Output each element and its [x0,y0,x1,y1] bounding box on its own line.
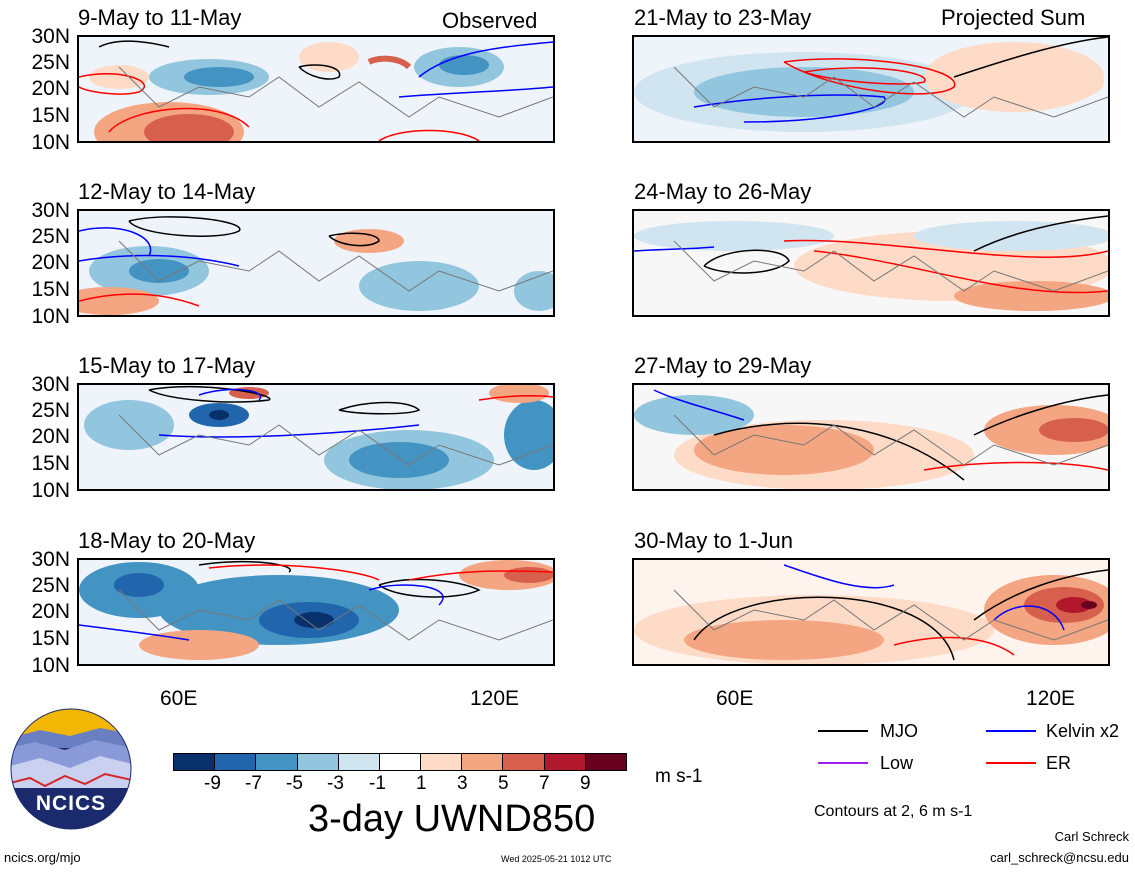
map-panel [77,209,555,317]
colorbar-units: m s-1 [655,766,703,787]
lat-label: 30N [31,373,70,396]
legend-line-er [986,762,1036,764]
lat-label: 20N [31,77,70,100]
colorbar-swatch [296,753,339,771]
colorbar-tick: -9 [204,773,221,794]
colorbar-swatch [543,753,586,771]
lat-label: 20N [31,600,70,623]
legend-label: ER [1046,753,1072,773]
lat-label: 10N [31,305,70,328]
colorbar-swatch [461,753,504,771]
panel-date: 27-May to 29-May [634,353,812,378]
ncics-logo-icon [10,708,132,830]
panel-date: 18-May to 20-May [78,528,256,553]
lat-label: 30N [31,199,70,222]
panel-label: Observed [442,8,538,33]
lon-label: 120E [1026,687,1076,710]
legend-label: Kelvin x2 [1046,721,1120,741]
footer-url[interactable]: ncics.org/mjo [4,850,81,865]
map-panel [632,558,1110,666]
colorbar-tick: 1 [416,773,427,794]
colorbar-tick: 5 [498,773,509,794]
colorbar-tick: 3 [457,773,468,794]
colorbar-swatch [255,753,298,771]
footer-timestamp: Wed 2025-05-21 1012 UTC [501,854,612,864]
colorbar-tick: -7 [245,773,262,794]
lat-label: 10N [31,654,70,677]
lat-label: 30N [31,548,70,571]
colorbar-tick: -1 [369,773,386,794]
lat-label: 30N [31,25,70,48]
footer-author: Carl Schreck [1054,829,1129,844]
legend-note: Contours at 2, 6 m s-1 [814,803,973,820]
footer-email[interactable]: carl_schreck@ncsu.edu [990,850,1129,865]
lat-label: 25N [31,574,70,597]
lat-label: 10N [31,131,70,154]
map-panel [77,35,555,143]
lon-label: 60E [160,687,198,710]
colorbar-tick: -5 [286,773,303,794]
lat-label: 25N [31,225,70,248]
colorbar-swatch [337,753,380,771]
lat-label: 15N [31,627,70,650]
colorbar-swatch [173,753,216,771]
ncics-logo: NCICS [10,708,132,830]
lon-label: 60E [716,687,754,710]
lat-label: 10N [31,479,70,502]
colorbar [173,753,627,771]
lat-label: 20N [31,425,70,448]
map-panel [77,558,555,666]
legend-label: Low [880,753,914,773]
panel-date: 21-May to 23-May [634,5,812,30]
panel-date: 9-May to 11-May [78,5,242,30]
legend-line-mjo [818,730,868,732]
panel-label: Projected Sum [941,5,1086,30]
map-panel [77,383,555,491]
legend-line-kelvin [986,730,1036,732]
lat-label: 15N [31,104,70,127]
lat-label: 25N [31,51,70,74]
map-panel [632,35,1110,143]
lat-label: 15N [31,452,70,475]
legend-label: MJO [880,721,918,741]
colorbar-tick: 9 [580,773,591,794]
logo-text: NCICS [35,792,107,815]
colorbar-tick: 7 [539,773,550,794]
panel-date: 30-May to 1-Jun [634,528,793,553]
lat-label: 20N [31,251,70,274]
legend-line-low [818,762,868,764]
lon-label: 120E [470,687,520,710]
panel-date: 15-May to 17-May [78,353,256,378]
map-panel [632,383,1110,491]
lat-label: 15N [31,278,70,301]
map-panel [632,209,1110,317]
colorbar-swatch [584,753,627,771]
panel-date: 12-May to 14-May [78,179,256,204]
panel-date: 24-May to 26-May [634,179,812,204]
figure-title: 3-day UWND850 [308,798,596,840]
colorbar-swatch [378,753,422,771]
lat-label: 25N [31,399,70,422]
colorbar-swatch [214,753,257,771]
colorbar-swatch [420,753,463,771]
colorbar-swatch [502,753,545,771]
colorbar-tick: -3 [327,773,344,794]
